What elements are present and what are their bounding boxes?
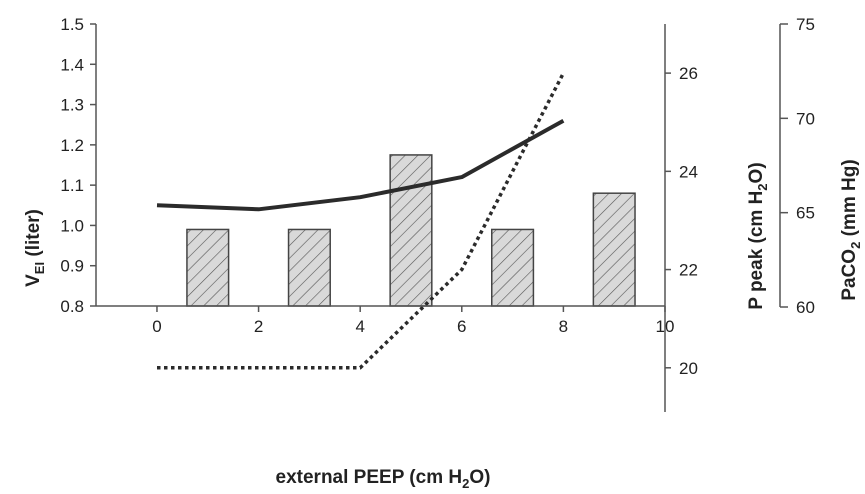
x-tick-label: 0: [152, 317, 161, 336]
y-left-tick-label: 0.8: [60, 297, 84, 316]
y-right2-ticks: 60 65 70 75: [780, 15, 815, 317]
bar: [389, 154, 433, 307]
bar: [287, 228, 331, 307]
y-right1-tick-label: 24: [679, 162, 698, 181]
bar: [592, 192, 636, 307]
y-left-axis-title: VEI (liter): [23, 209, 47, 287]
x-tick-label: 6: [457, 317, 466, 336]
x-tick-label: 8: [559, 317, 568, 336]
y-left-tick-label: 1.5: [60, 15, 84, 34]
bar-series: [186, 154, 636, 307]
y-left-tick-label: 1.3: [60, 96, 84, 115]
solid-series-line: [156, 118, 565, 212]
y-left-tick-label: 0.9: [60, 257, 84, 276]
y-right1-ticks: 20 22 24 26: [665, 64, 698, 378]
y-right1-tick-label: 20: [679, 359, 698, 378]
y-right1-tick-label: 22: [679, 261, 698, 280]
y-right1-tick-label: 26: [679, 64, 698, 83]
y-right1-axis-title: P peak (cm H2O): [746, 162, 770, 309]
y-right2-tick-label: 75: [796, 15, 815, 34]
y-left-ticks: 0.8 0.9 1.0 1.1 1.2 1.3 1.4 1.5: [60, 15, 96, 316]
line-series: [156, 72, 565, 370]
y-left-tick-label: 1.4: [60, 55, 84, 74]
y-right2-tick-label: 70: [796, 109, 815, 128]
y-right2-tick-label: 65: [796, 204, 815, 223]
x-axis-title: external PEEP (cm H2O): [276, 467, 491, 491]
y-left-tick-label: 1.0: [60, 216, 84, 235]
x-ticks: 0 2 4 6 8 10: [152, 306, 674, 336]
y-left-tick-label: 1.2: [60, 136, 84, 155]
x-tick-label: 4: [355, 317, 364, 336]
bar: [186, 228, 230, 307]
dotted-series-line: [157, 72, 565, 370]
y-right2-tick-label: 60: [796, 298, 815, 317]
y-left-tick-label: 1.1: [60, 176, 84, 195]
x-tick-label: 10: [656, 317, 675, 336]
bar: [491, 228, 535, 307]
x-tick-label: 2: [254, 317, 263, 336]
y-right2-axis-title: PaCO2 (mm Hg): [839, 159, 863, 300]
